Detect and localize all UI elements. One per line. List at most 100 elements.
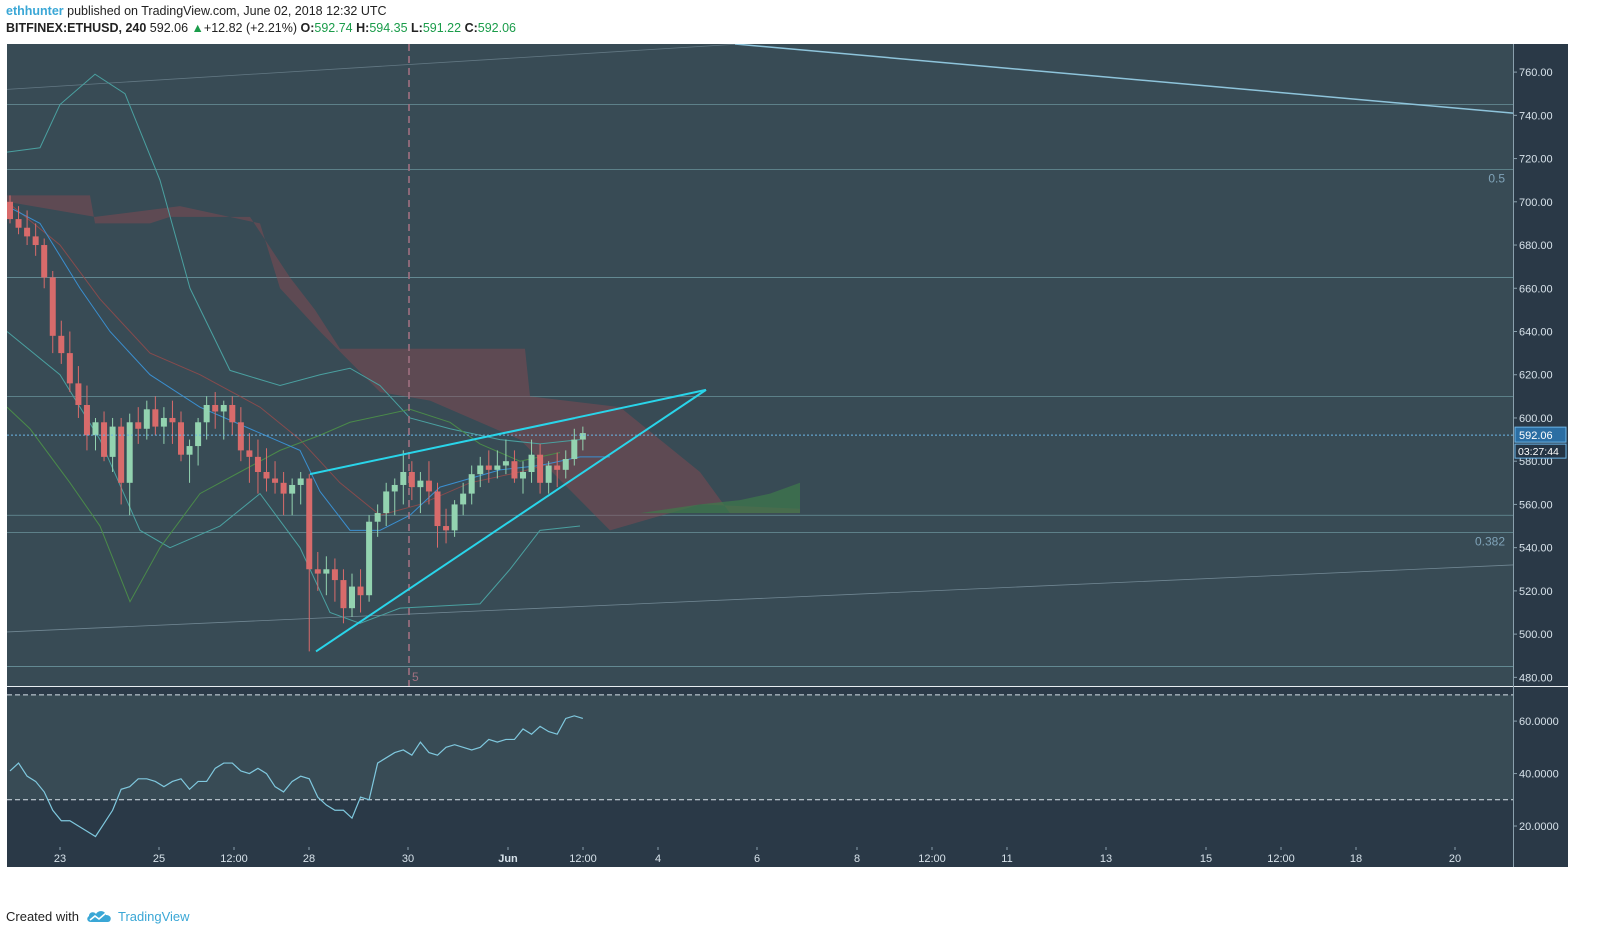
candle-body bbox=[485, 465, 492, 470]
rsi-tick-label: 20.0000 bbox=[1519, 821, 1559, 833]
close-value: 592.06 bbox=[477, 21, 516, 35]
candle-body bbox=[297, 478, 304, 485]
low-value: 591.22 bbox=[422, 21, 462, 35]
candle-body bbox=[152, 409, 159, 427]
symbol-name[interactable]: BITFINEX:ETHUSD, 240 bbox=[6, 21, 147, 35]
candle-body bbox=[417, 480, 424, 488]
wedge-upper-extension bbox=[574, 388, 707, 419]
time-tick-label: 13 bbox=[1100, 853, 1112, 865]
publish-info: ethhunter published on TradingView.com, … bbox=[6, 4, 387, 18]
ichimoku-cloud-bearish bbox=[7, 195, 800, 531]
price-tick-label: 760.00 bbox=[1519, 67, 1553, 79]
price-tick-label: 680.00 bbox=[1519, 240, 1553, 252]
price-plot: 5 0.5 0.382 bbox=[7, 44, 1513, 686]
candle-body bbox=[391, 484, 398, 492]
time-tick-label: 23 bbox=[54, 853, 66, 865]
time-tick-label: 6 bbox=[754, 853, 760, 865]
candle-body bbox=[314, 569, 321, 574]
price-chart-svg[interactable]: 5 0.5 0.382 760.00 740.00 720.00 700.00 680.00 6… bbox=[0, 44, 1623, 898]
candle-body bbox=[229, 404, 236, 423]
candle-body bbox=[92, 422, 99, 436]
high-label: H: bbox=[356, 21, 370, 35]
price-tick-label: 720.00 bbox=[1519, 154, 1553, 166]
candle-body bbox=[254, 456, 261, 472]
candle-body bbox=[7, 201, 13, 220]
candle-body bbox=[357, 586, 364, 596]
candle-body bbox=[494, 465, 501, 470]
open-label: O: bbox=[300, 21, 315, 35]
rsi-line bbox=[9, 715, 584, 838]
candle-body bbox=[246, 450, 253, 457]
time-tick-label: 12:00 bbox=[918, 853, 946, 865]
created-with-text: Created with bbox=[6, 909, 79, 924]
candle-body bbox=[272, 478, 279, 483]
candle-body bbox=[383, 491, 390, 514]
candle-body bbox=[280, 482, 287, 494]
author-link[interactable]: ethhunter bbox=[6, 4, 64, 18]
wedge-lower-line bbox=[315, 389, 707, 653]
chart-area[interactable]: 5 0.5 0.382 760.00 740.00 720.00 700.00 680.00 6… bbox=[0, 44, 1623, 898]
time-tick-label: 12:00 bbox=[1267, 853, 1295, 865]
close-label: C: bbox=[464, 21, 478, 35]
tradingview-cloud-icon[interactable] bbox=[86, 908, 112, 924]
candle-body bbox=[554, 465, 561, 470]
ichimoku-conversion-line bbox=[7, 205, 610, 531]
candle-body bbox=[502, 461, 509, 466]
candle-body bbox=[143, 409, 150, 429]
candle-body bbox=[263, 472, 270, 479]
price-tick-label: 500.00 bbox=[1519, 629, 1553, 641]
price-tick-label: 480.00 bbox=[1519, 672, 1553, 684]
time-tick-label: 4 bbox=[655, 853, 661, 865]
candle-body bbox=[15, 219, 22, 228]
candle-body bbox=[32, 236, 39, 246]
rsi-band-bg bbox=[7, 694, 1513, 800]
low-label: L: bbox=[411, 21, 423, 35]
candle-body bbox=[186, 446, 193, 455]
tradingview-brand[interactable]: TradingView bbox=[118, 909, 190, 924]
open-value: 592.74 bbox=[314, 21, 353, 35]
price-tick-label: 700.00 bbox=[1519, 197, 1553, 209]
wedge-upper-line bbox=[309, 416, 576, 476]
price-tick-label: 740.00 bbox=[1519, 110, 1553, 122]
vertical-marker-label: 5 bbox=[412, 670, 419, 684]
candle-body bbox=[366, 521, 373, 596]
price-change: +12.82 (+2.21%) bbox=[203, 21, 298, 35]
candle-body bbox=[528, 454, 535, 472]
last-price: 592.06 bbox=[149, 21, 189, 35]
candle-body bbox=[520, 472, 526, 479]
candle-body bbox=[126, 422, 133, 483]
fib-level-label: 0.382 bbox=[1475, 535, 1505, 549]
candle-body bbox=[571, 439, 578, 460]
footer: Created with TradingView bbox=[0, 898, 1623, 934]
candle-body bbox=[160, 417, 167, 427]
channel-upper-left bbox=[7, 44, 741, 90]
candle-body bbox=[331, 569, 338, 581]
candle-body bbox=[118, 426, 125, 483]
candle-body bbox=[425, 480, 432, 492]
candle-body bbox=[75, 383, 82, 405]
candle-body bbox=[58, 335, 65, 354]
candle-body bbox=[460, 493, 467, 505]
last-price-tag bbox=[1514, 426, 1567, 443]
change-arrow-icon: ▲ bbox=[191, 21, 204, 35]
candle-body bbox=[323, 569, 330, 574]
symbol-legend: BITFINEX:ETHUSD, 240 592.06 ▲+12.82 (+2.… bbox=[6, 21, 516, 35]
channel-upper-line bbox=[734, 44, 1513, 114]
rsi-tick-label: 40.0000 bbox=[1519, 769, 1559, 781]
candle-body bbox=[220, 404, 227, 412]
chart-header: ethhunter published on TradingView.com, … bbox=[0, 0, 1623, 44]
candle-body bbox=[101, 422, 108, 457]
fib-level-label: 0.5 bbox=[1488, 171, 1505, 185]
candle-body bbox=[178, 422, 184, 455]
price-tick-label: 660.00 bbox=[1519, 283, 1553, 295]
candle-body bbox=[169, 417, 176, 423]
price-tick-label: 560.00 bbox=[1519, 499, 1553, 511]
time-tick-label: 15 bbox=[1200, 853, 1212, 865]
candle-body bbox=[374, 513, 381, 522]
ichimoku-cloud-bullish bbox=[640, 482, 800, 514]
candle-body bbox=[306, 478, 313, 570]
price-tick-label: 540.00 bbox=[1519, 543, 1553, 555]
time-tick-label: 30 bbox=[402, 853, 414, 865]
bollinger-upper bbox=[7, 73, 581, 445]
last-price-tag-label: 592.06 bbox=[1519, 430, 1553, 442]
